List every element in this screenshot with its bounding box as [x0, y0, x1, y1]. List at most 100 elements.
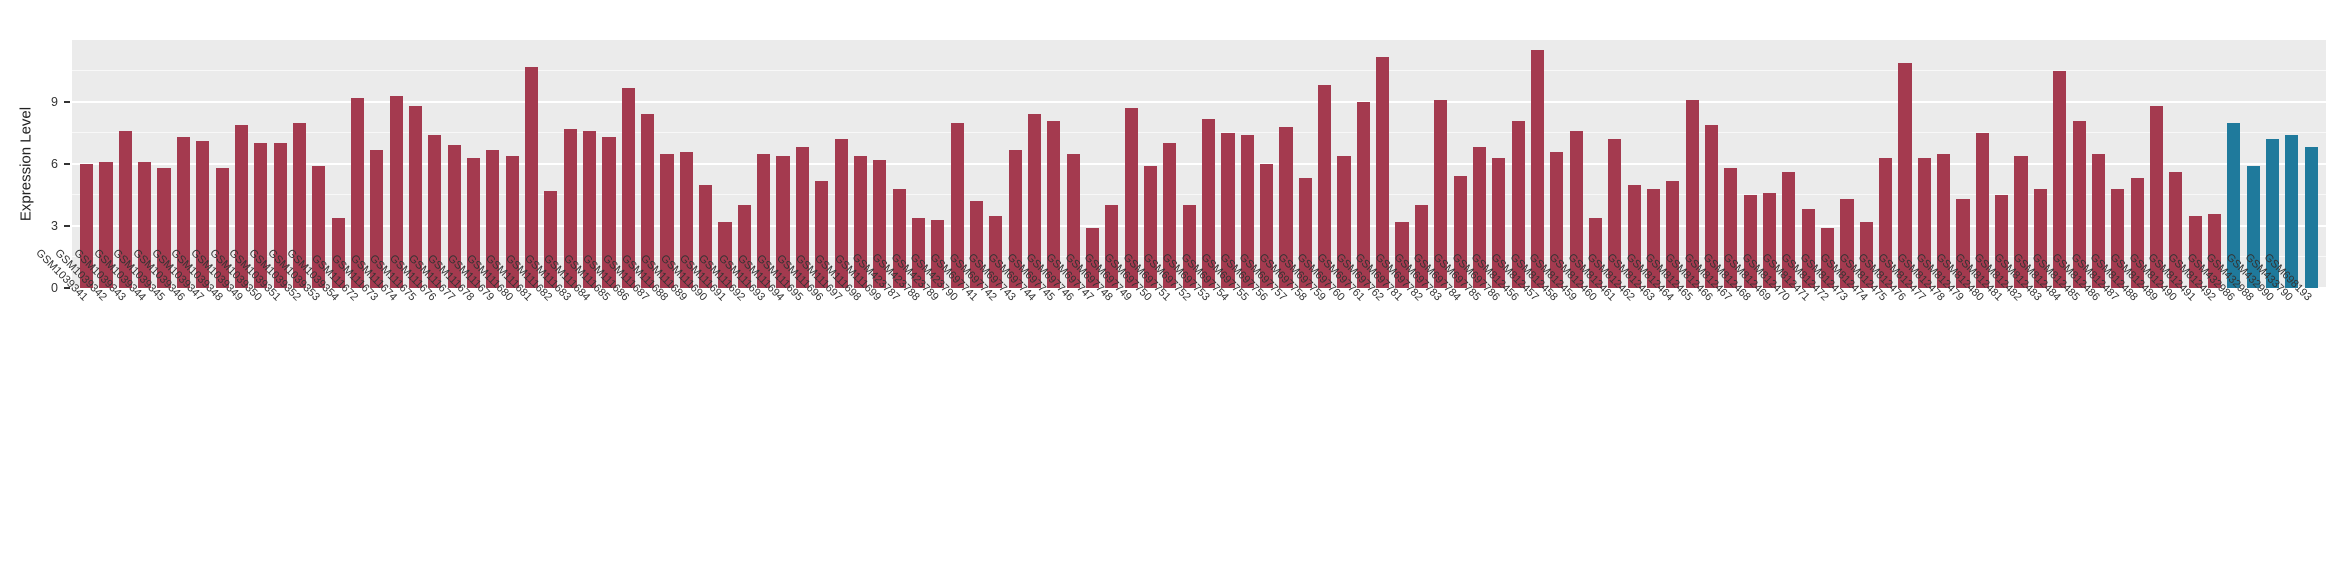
bar — [312, 166, 326, 288]
x-tick: GSM111694 — [735, 252, 792, 431]
x-tick: GSM111698 — [812, 252, 870, 431]
bar — [1685, 99, 1699, 288]
bar — [853, 155, 867, 288]
bar-slot — [2263, 40, 2282, 288]
y-tick-label: 6 — [51, 157, 58, 171]
bar — [1376, 56, 1390, 288]
bar — [138, 161, 152, 288]
bar-slot — [1702, 40, 1721, 288]
bar — [1666, 180, 1680, 288]
x-tick: GSM812468 — [1701, 251, 1760, 431]
bar-slot — [735, 40, 754, 288]
bar — [1027, 114, 1042, 288]
x-tick: GSM111691 — [677, 252, 734, 431]
x-tick: GSM812463 — [1604, 251, 1663, 431]
x-tick: GSM111693 — [716, 252, 773, 431]
x-tick: GSM111679 — [445, 252, 502, 431]
bar — [2014, 155, 2028, 288]
bar — [1337, 155, 1351, 288]
x-tick: GSM1039346 — [130, 247, 193, 431]
bar — [408, 106, 423, 288]
x-tick: GSM697754 — [1179, 251, 1237, 431]
x-tick: GSM111676 — [387, 252, 444, 431]
bar — [1453, 176, 1467, 288]
bar — [525, 66, 539, 288]
bar-slot — [2108, 40, 2127, 288]
bar-slot — [1431, 40, 1450, 288]
bar-slot — [812, 40, 831, 288]
bar — [1956, 199, 1970, 288]
x-tick: GSM111677 — [406, 252, 464, 431]
bar — [234, 124, 248, 288]
x-tick: GSM812489 — [2107, 251, 2166, 431]
bar-slot — [154, 40, 173, 288]
bar-slot — [541, 40, 560, 288]
bar — [2130, 178, 2144, 288]
bar-slot — [1489, 40, 1508, 288]
bar-slot — [561, 40, 580, 288]
x-tick: GSM423788 — [869, 251, 928, 431]
x-tick: GSM111684 — [542, 252, 599, 431]
bar-slot — [2185, 40, 2204, 288]
x-tick: GSM697784 — [1411, 251, 1469, 431]
x-tick: GSM812487 — [2069, 251, 2127, 431]
x-tick: GSM697785 — [1430, 251, 1489, 431]
bar — [447, 145, 461, 288]
x-tick: GSM433790 — [2243, 251, 2301, 431]
bar — [1704, 124, 1719, 288]
bar — [1859, 221, 1873, 288]
bar — [2207, 213, 2222, 288]
bar — [1260, 164, 1274, 288]
x-tick: GSM812488 — [2088, 251, 2146, 431]
x-tick: GSM111695 — [754, 252, 812, 431]
bar-slot — [270, 40, 289, 288]
x-tick: GSM432986 — [2185, 251, 2243, 431]
bar-slot — [387, 40, 406, 288]
bar — [99, 161, 113, 288]
x-tick: GSM812474 — [1817, 251, 1876, 431]
x-tick: GSM111682 — [503, 252, 560, 431]
bar-slot — [174, 40, 193, 288]
bar-slot — [1334, 40, 1353, 288]
gridline-major — [72, 101, 2326, 103]
bar-slot — [928, 40, 947, 288]
x-tick: GSM812475 — [1836, 251, 1895, 431]
bar-slot — [2282, 40, 2301, 288]
bar-slot — [1528, 40, 1547, 288]
x-tick: GSM1039342 — [53, 247, 115, 431]
x-tick: GSM812473 — [1798, 251, 1856, 431]
bar — [292, 122, 307, 288]
bar-slot — [77, 40, 96, 288]
x-tick: GSM697758 — [1256, 251, 1315, 431]
bar — [486, 149, 500, 288]
bar — [196, 141, 210, 288]
x-tick: GSM111672 — [309, 252, 367, 431]
bar — [1472, 147, 1486, 288]
x-tick: GSM812481 — [1953, 251, 2011, 431]
bar — [795, 147, 809, 288]
x-tick: GSM697762 — [1334, 251, 1392, 431]
bar-slot — [1141, 40, 1160, 288]
bar — [118, 130, 132, 288]
bar — [1414, 205, 1428, 288]
x-tick: GSM812459 — [1527, 251, 1585, 431]
bar-slot — [1508, 40, 1527, 288]
gridline-major — [72, 287, 2326, 289]
bar-slot — [522, 40, 541, 288]
bar-slot — [290, 40, 309, 288]
bar-slot — [406, 40, 425, 288]
y-tick-mark — [64, 101, 70, 103]
bar-slot — [348, 40, 367, 288]
bar-slot — [1857, 40, 1876, 288]
bar-slot — [1450, 40, 1469, 288]
x-tick: GSM111689 — [638, 252, 696, 431]
bar — [1105, 205, 1119, 288]
bar-slot — [232, 40, 251, 288]
bar — [892, 188, 906, 288]
bar-slot — [1218, 40, 1237, 288]
bar-slot — [503, 40, 522, 288]
y-axis: 0 3 6 9 — [0, 40, 72, 295]
x-tick: GSM1039354 — [285, 247, 347, 431]
y-tick-mark — [64, 225, 70, 227]
x-tick: GSM111680 — [464, 252, 522, 431]
